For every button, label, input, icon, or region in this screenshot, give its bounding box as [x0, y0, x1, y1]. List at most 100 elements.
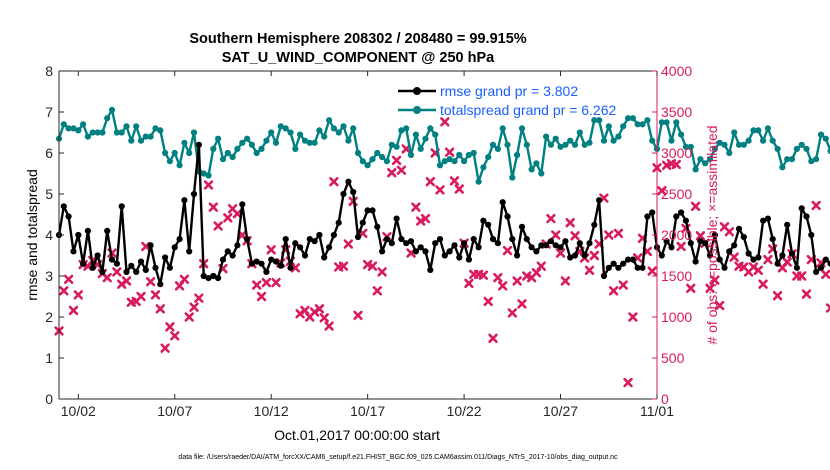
right-y-axis-label: # of obs: o=possible; ×=assimilated — [704, 125, 720, 344]
assimilated-count-marker — [136, 291, 146, 302]
totalspread-point — [735, 141, 743, 148]
rmse-point — [803, 213, 810, 220]
totalspread-point — [658, 119, 665, 126]
totalspread-point — [94, 129, 101, 136]
right-y-tick-label: 3000 — [661, 145, 692, 161]
totalspread-point — [171, 149, 178, 157]
totalspread-point — [711, 145, 719, 152]
rmse-point — [137, 258, 145, 265]
totalspread-point — [451, 158, 458, 165]
totalspread-point — [60, 121, 67, 128]
chart-legend: rmse grand pr = 3.802 totalspread grand … — [398, 83, 617, 118]
rmse-point — [272, 258, 280, 265]
assimilated-count-marker — [546, 213, 556, 224]
totalspread-point — [596, 117, 603, 124]
assimilated-count-marker — [102, 272, 112, 283]
assimilated-count-marker — [695, 231, 706, 241]
assimilated-count-marker — [189, 302, 199, 312]
rmse-point — [234, 242, 241, 249]
data-file-footer: data file: /Users/raeder/DAI/ATM_forcXX/… — [178, 454, 618, 461]
rmse-point — [504, 213, 511, 220]
rmse-point — [822, 256, 829, 263]
rmse-point — [128, 262, 135, 269]
totalspread-point — [784, 156, 791, 163]
rmse-point — [162, 254, 169, 261]
totalspread-point — [398, 127, 405, 134]
rmse-point — [147, 242, 154, 249]
assimilated-count-marker — [367, 261, 378, 271]
assimilated-count-marker — [753, 265, 763, 275]
rmse-point — [321, 254, 328, 261]
rmse-point — [436, 236, 444, 243]
rmse-point — [779, 252, 786, 259]
totalspread-point — [610, 137, 617, 144]
rmse-point — [735, 225, 743, 232]
totalspread-point — [827, 147, 830, 155]
rmse-point — [359, 219, 366, 226]
rmse-series-layer — [55, 141, 830, 288]
assimilated-count-marker — [415, 216, 426, 226]
rmse-point — [817, 264, 825, 271]
rmse-point — [316, 231, 323, 239]
rmse-point — [403, 240, 410, 247]
assimilated-count-marker — [796, 271, 807, 281]
right-y-tick-label: 1000 — [661, 309, 692, 325]
assimilated-count-marker — [714, 300, 725, 311]
totalspread-point — [75, 127, 82, 134]
totalspread-point — [321, 133, 328, 140]
totalspread-point — [297, 131, 304, 138]
totalspread-point — [456, 151, 463, 159]
assimilated-count-marker — [497, 281, 508, 291]
rmse-point — [451, 242, 458, 249]
totalspread-point — [803, 145, 810, 152]
rmse-point — [605, 264, 612, 271]
totalspread-point — [253, 149, 260, 157]
totalspread-point — [330, 125, 337, 132]
rmse-point — [94, 252, 101, 259]
assimilated-count-marker — [256, 291, 267, 302]
rmse-point — [697, 238, 704, 245]
assimilated-count-marker — [555, 248, 566, 258]
rmse-point — [215, 275, 222, 282]
rmse-point — [649, 209, 656, 216]
totalspread-point — [769, 137, 776, 144]
totalspread-point — [137, 137, 145, 144]
totalspread-point — [644, 117, 651, 124]
rmse-point — [547, 238, 555, 245]
totalspread-point — [108, 106, 116, 113]
rmse-point — [528, 244, 535, 251]
left-y-tick-label: 0 — [45, 391, 53, 407]
assimilated-count-marker — [801, 289, 812, 299]
assimilated-count-marker — [570, 231, 580, 241]
rmse-point — [181, 197, 188, 204]
totalspread-point — [489, 141, 497, 148]
assimilated-count-marker — [170, 331, 180, 341]
totalspread-point — [364, 162, 371, 169]
assimilated-count-marker — [377, 267, 387, 277]
assimilated-count-marker — [647, 266, 657, 276]
chart-title-line1: Southern Hemisphere 208302 / 208480 = 99… — [189, 31, 526, 47]
totalspread-point — [335, 129, 342, 136]
assimilated-count-marker — [710, 275, 720, 285]
right-y-tick-label: 0 — [661, 391, 669, 407]
assimilated-count-marker — [425, 177, 436, 187]
rmse-point — [99, 268, 106, 275]
rmse-point — [634, 264, 641, 271]
totalspread-point — [605, 123, 612, 130]
totalspread-point — [340, 123, 347, 130]
rmse-point — [538, 242, 545, 249]
rmse-point — [523, 236, 530, 243]
legend-totalspread-marker — [413, 106, 421, 114]
totalspread-point — [523, 141, 530, 148]
rmse-point — [441, 252, 448, 259]
totalspread-point — [552, 135, 559, 142]
totalspread-point — [379, 154, 386, 161]
right-y-tick-label: 2000 — [661, 227, 692, 243]
rmse-point — [673, 213, 680, 220]
assimilated-count-marker — [690, 201, 701, 211]
assimilated-count-marker — [623, 377, 633, 388]
totalspread-point — [350, 125, 357, 132]
rmse-point — [118, 203, 125, 210]
rmse-point — [461, 240, 468, 247]
